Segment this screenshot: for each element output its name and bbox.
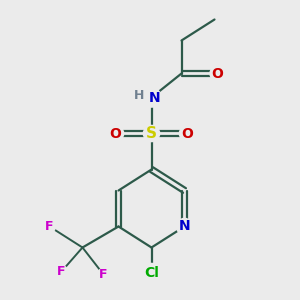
Circle shape	[210, 66, 225, 81]
Circle shape	[179, 125, 196, 142]
Text: N: N	[179, 220, 190, 233]
Circle shape	[98, 268, 110, 280]
Text: Cl: Cl	[144, 266, 159, 280]
Circle shape	[143, 125, 160, 142]
Text: S: S	[146, 126, 157, 141]
Text: O: O	[110, 127, 122, 140]
Text: O: O	[212, 67, 224, 80]
Circle shape	[142, 263, 161, 283]
Text: H: H	[134, 88, 144, 102]
Text: N: N	[149, 91, 160, 104]
Text: O: O	[182, 127, 194, 140]
Circle shape	[176, 218, 193, 235]
Text: F: F	[45, 220, 54, 233]
Circle shape	[107, 125, 124, 142]
Text: F: F	[99, 268, 108, 281]
Circle shape	[142, 88, 161, 107]
Text: F: F	[57, 265, 66, 278]
Circle shape	[56, 266, 68, 278]
Circle shape	[44, 220, 56, 232]
